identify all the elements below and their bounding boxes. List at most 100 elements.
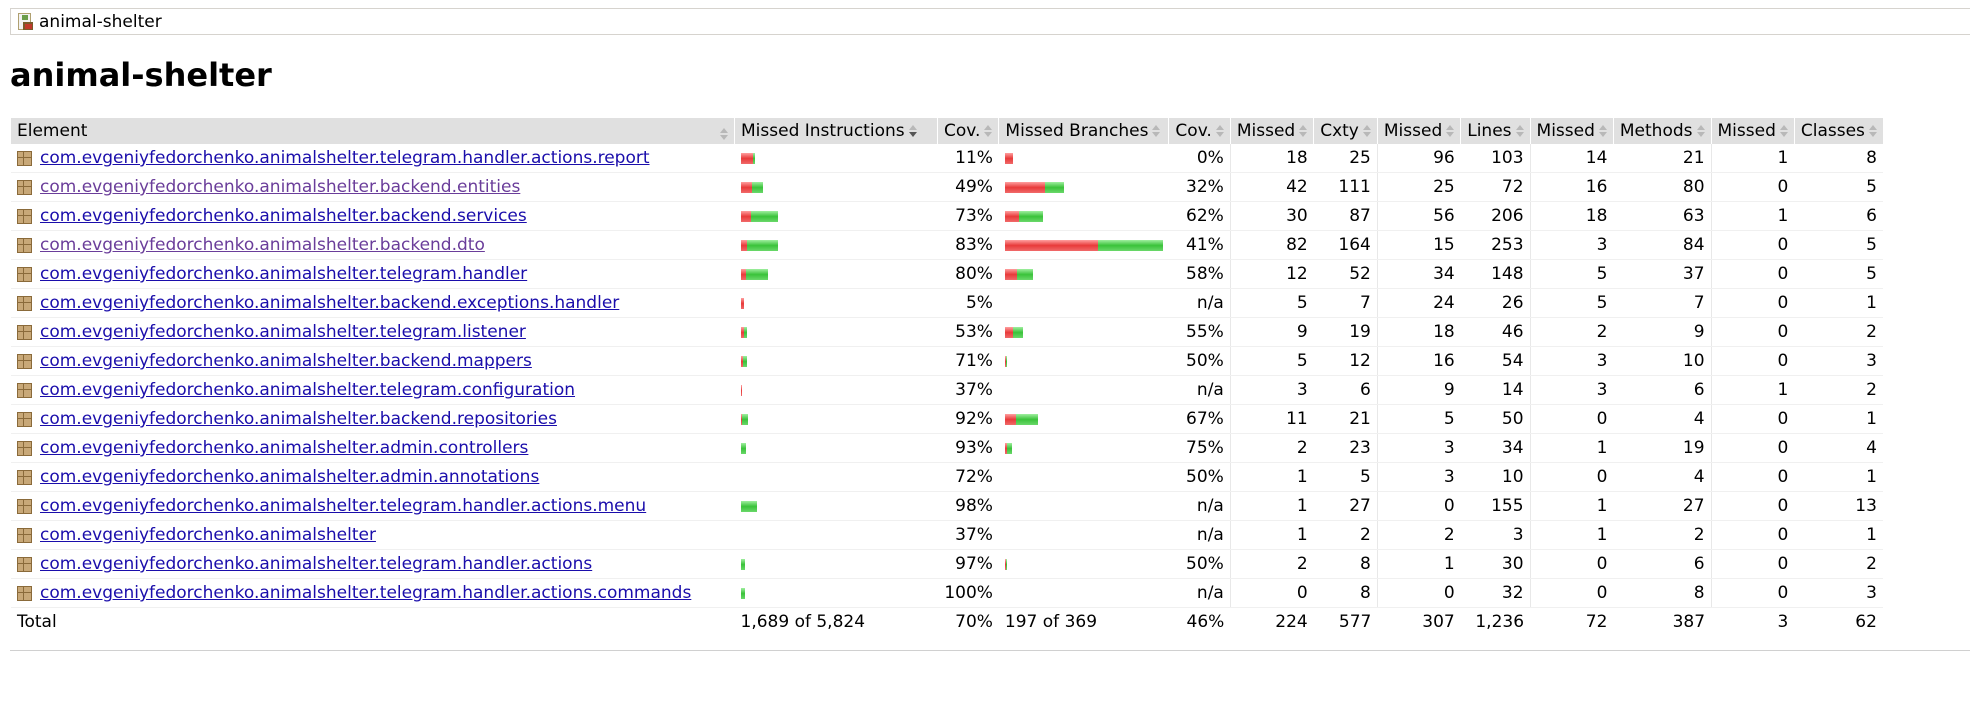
branches-cov: n/a xyxy=(1168,491,1231,521)
breadcrumb-label: animal-shelter xyxy=(39,11,162,32)
package-link[interactable]: com.evgeniyfedorchenko.animalshelter.bac… xyxy=(40,235,485,255)
methods-missed: 0 xyxy=(1529,578,1614,608)
methods: 7 xyxy=(1613,288,1712,318)
package-icon xyxy=(17,295,32,311)
branches-cov: 41% xyxy=(1168,230,1231,260)
missed-bar xyxy=(1004,326,1013,338)
col-methods-missed[interactable]: Missed xyxy=(1529,118,1614,144)
covered-bar xyxy=(752,152,755,164)
instructions-bar xyxy=(734,491,938,521)
table-row: com.evgeniyfedorchenko.animalshelter.tel… xyxy=(11,491,1883,521)
methods-missed: 0 xyxy=(1529,404,1614,434)
package-icon xyxy=(17,411,32,427)
col-lines[interactable]: Lines xyxy=(1460,118,1531,144)
methods: 6 xyxy=(1613,549,1712,579)
col-classes[interactable]: Classes xyxy=(1793,118,1883,144)
lines-missed: 16 xyxy=(1376,346,1461,376)
package-link[interactable]: com.evgeniyfedorchenko.animalshelter.tel… xyxy=(40,496,647,516)
package-link[interactable]: com.evgeniyfedorchenko.animalshelter.bac… xyxy=(40,409,557,429)
element-cell: com.evgeniyfedorchenko.animalshelter.bac… xyxy=(11,172,735,202)
lines-missed: 96 xyxy=(1376,144,1461,173)
package-link[interactable]: com.evgeniyfedorchenko.animalshelter.bac… xyxy=(40,177,521,197)
methods-missed: 0 xyxy=(1529,462,1614,492)
col-instructions-cov[interactable]: Cov. xyxy=(936,118,999,144)
methods: 4 xyxy=(1613,462,1712,492)
lines-missed: 25 xyxy=(1376,172,1461,202)
instructions-cov: 49% xyxy=(937,172,999,202)
col-lines-missed[interactable]: Missed xyxy=(1376,118,1461,144)
table-row: com.evgeniyfedorchenko.animalshelter.tel… xyxy=(11,375,1883,405)
missed-bar xyxy=(1004,181,1045,193)
missed-bar xyxy=(740,355,743,367)
package-link[interactable]: com.evgeniyfedorchenko.animalshelter.bac… xyxy=(40,351,532,371)
lines-missed: 3 xyxy=(1376,433,1461,463)
branches-bar xyxy=(998,433,1169,463)
methods: 10 xyxy=(1613,346,1712,376)
total-row: Total 1,689 of 5,824 70% 197 of 369 46% … xyxy=(11,607,1883,636)
col-branches-cov[interactable]: Cov. xyxy=(1168,118,1231,144)
methods: 9 xyxy=(1613,317,1712,347)
package-icon xyxy=(17,179,32,195)
package-link[interactable]: com.evgeniyfedorchenko.animalshelter.tel… xyxy=(40,322,526,342)
branches-cov: 50% xyxy=(1168,462,1231,492)
col-element[interactable]: Element xyxy=(11,118,735,144)
package-link[interactable]: com.evgeniyfedorchenko.animalshelter.tel… xyxy=(40,148,650,168)
package-link[interactable]: com.evgeniyfedorchenko.animalshelter.bac… xyxy=(40,206,527,226)
methods: 27 xyxy=(1613,491,1712,521)
classes-missed: 0 xyxy=(1710,520,1795,550)
branches-bar xyxy=(998,520,1169,550)
package-link[interactable]: com.evgeniyfedorchenko.animalshelter.tel… xyxy=(40,380,576,400)
classes-missed: 0 xyxy=(1710,578,1795,608)
lines: 10 xyxy=(1460,462,1531,492)
instructions-bar xyxy=(734,288,938,318)
missed-bar xyxy=(1004,239,1098,251)
lines: 50 xyxy=(1460,404,1531,434)
total-lines-missed: 307 xyxy=(1377,607,1461,636)
lines-missed: 18 xyxy=(1376,317,1461,347)
instructions-bar xyxy=(734,259,938,289)
total-classes: 62 xyxy=(1794,607,1883,636)
branches-bar xyxy=(998,404,1169,434)
package-link[interactable]: com.evgeniyfedorchenko.animalshelter.tel… xyxy=(40,264,528,284)
complexity-missed: 5 xyxy=(1229,346,1314,376)
complexity-missed: 42 xyxy=(1229,172,1314,202)
branches-bar xyxy=(998,317,1169,347)
complexity: 87 xyxy=(1313,201,1378,231)
package-icon xyxy=(17,469,32,485)
complexity: 164 xyxy=(1313,230,1378,260)
col-label: Missed xyxy=(1717,121,1776,141)
package-link[interactable]: com.evgeniyfedorchenko.animalshelter xyxy=(40,525,376,545)
lines: 253 xyxy=(1460,230,1531,260)
package-link[interactable]: com.evgeniyfedorchenko.animalshelter.tel… xyxy=(40,554,593,574)
col-classes-missed[interactable]: Missed xyxy=(1710,118,1795,144)
instructions-cov: 5% xyxy=(937,288,999,318)
branches-cov: 50% xyxy=(1168,346,1231,376)
table-row: com.evgeniyfedorchenko.animalshelter.tel… xyxy=(11,317,1883,347)
methods-missed: 14 xyxy=(1529,144,1614,173)
package-link[interactable]: com.evgeniyfedorchenko.animalshelter.tel… xyxy=(40,583,692,603)
element-cell: com.evgeniyfedorchenko.animalshelter xyxy=(11,520,735,550)
covered-bar xyxy=(1097,239,1163,251)
missed-bar xyxy=(1004,442,1007,454)
package-link[interactable]: com.evgeniyfedorchenko.animalshelter.bac… xyxy=(40,293,620,313)
classes: 8 xyxy=(1794,144,1883,173)
lines: 34 xyxy=(1460,433,1531,463)
methods: 21 xyxy=(1613,144,1712,173)
col-missed-instructions[interactable]: Missed Instructions xyxy=(734,118,938,144)
element-cell: com.evgeniyfedorchenko.animalshelter.tel… xyxy=(11,578,735,608)
lines: 155 xyxy=(1460,491,1531,521)
package-link[interactable]: com.evgeniyfedorchenko.animalshelter.adm… xyxy=(40,467,540,487)
missed-bar xyxy=(740,326,744,338)
complexity-missed: 30 xyxy=(1229,201,1314,231)
covered-bar xyxy=(740,442,746,454)
classes-missed: 0 xyxy=(1710,259,1795,289)
col-complexity[interactable]: Cxty xyxy=(1313,118,1378,144)
col-complexity-missed[interactable]: Missed xyxy=(1229,118,1314,144)
col-methods[interactable]: Methods xyxy=(1612,118,1712,144)
total-branches: 197 of 369 xyxy=(998,607,1169,636)
element-cell: com.evgeniyfedorchenko.animalshelter.adm… xyxy=(11,433,735,463)
package-link[interactable]: com.evgeniyfedorchenko.animalshelter.adm… xyxy=(40,438,529,458)
col-missed-branches[interactable]: Missed Branches xyxy=(998,118,1169,144)
element-cell: com.evgeniyfedorchenko.animalshelter.tel… xyxy=(11,317,735,347)
classes: 5 xyxy=(1794,259,1883,289)
